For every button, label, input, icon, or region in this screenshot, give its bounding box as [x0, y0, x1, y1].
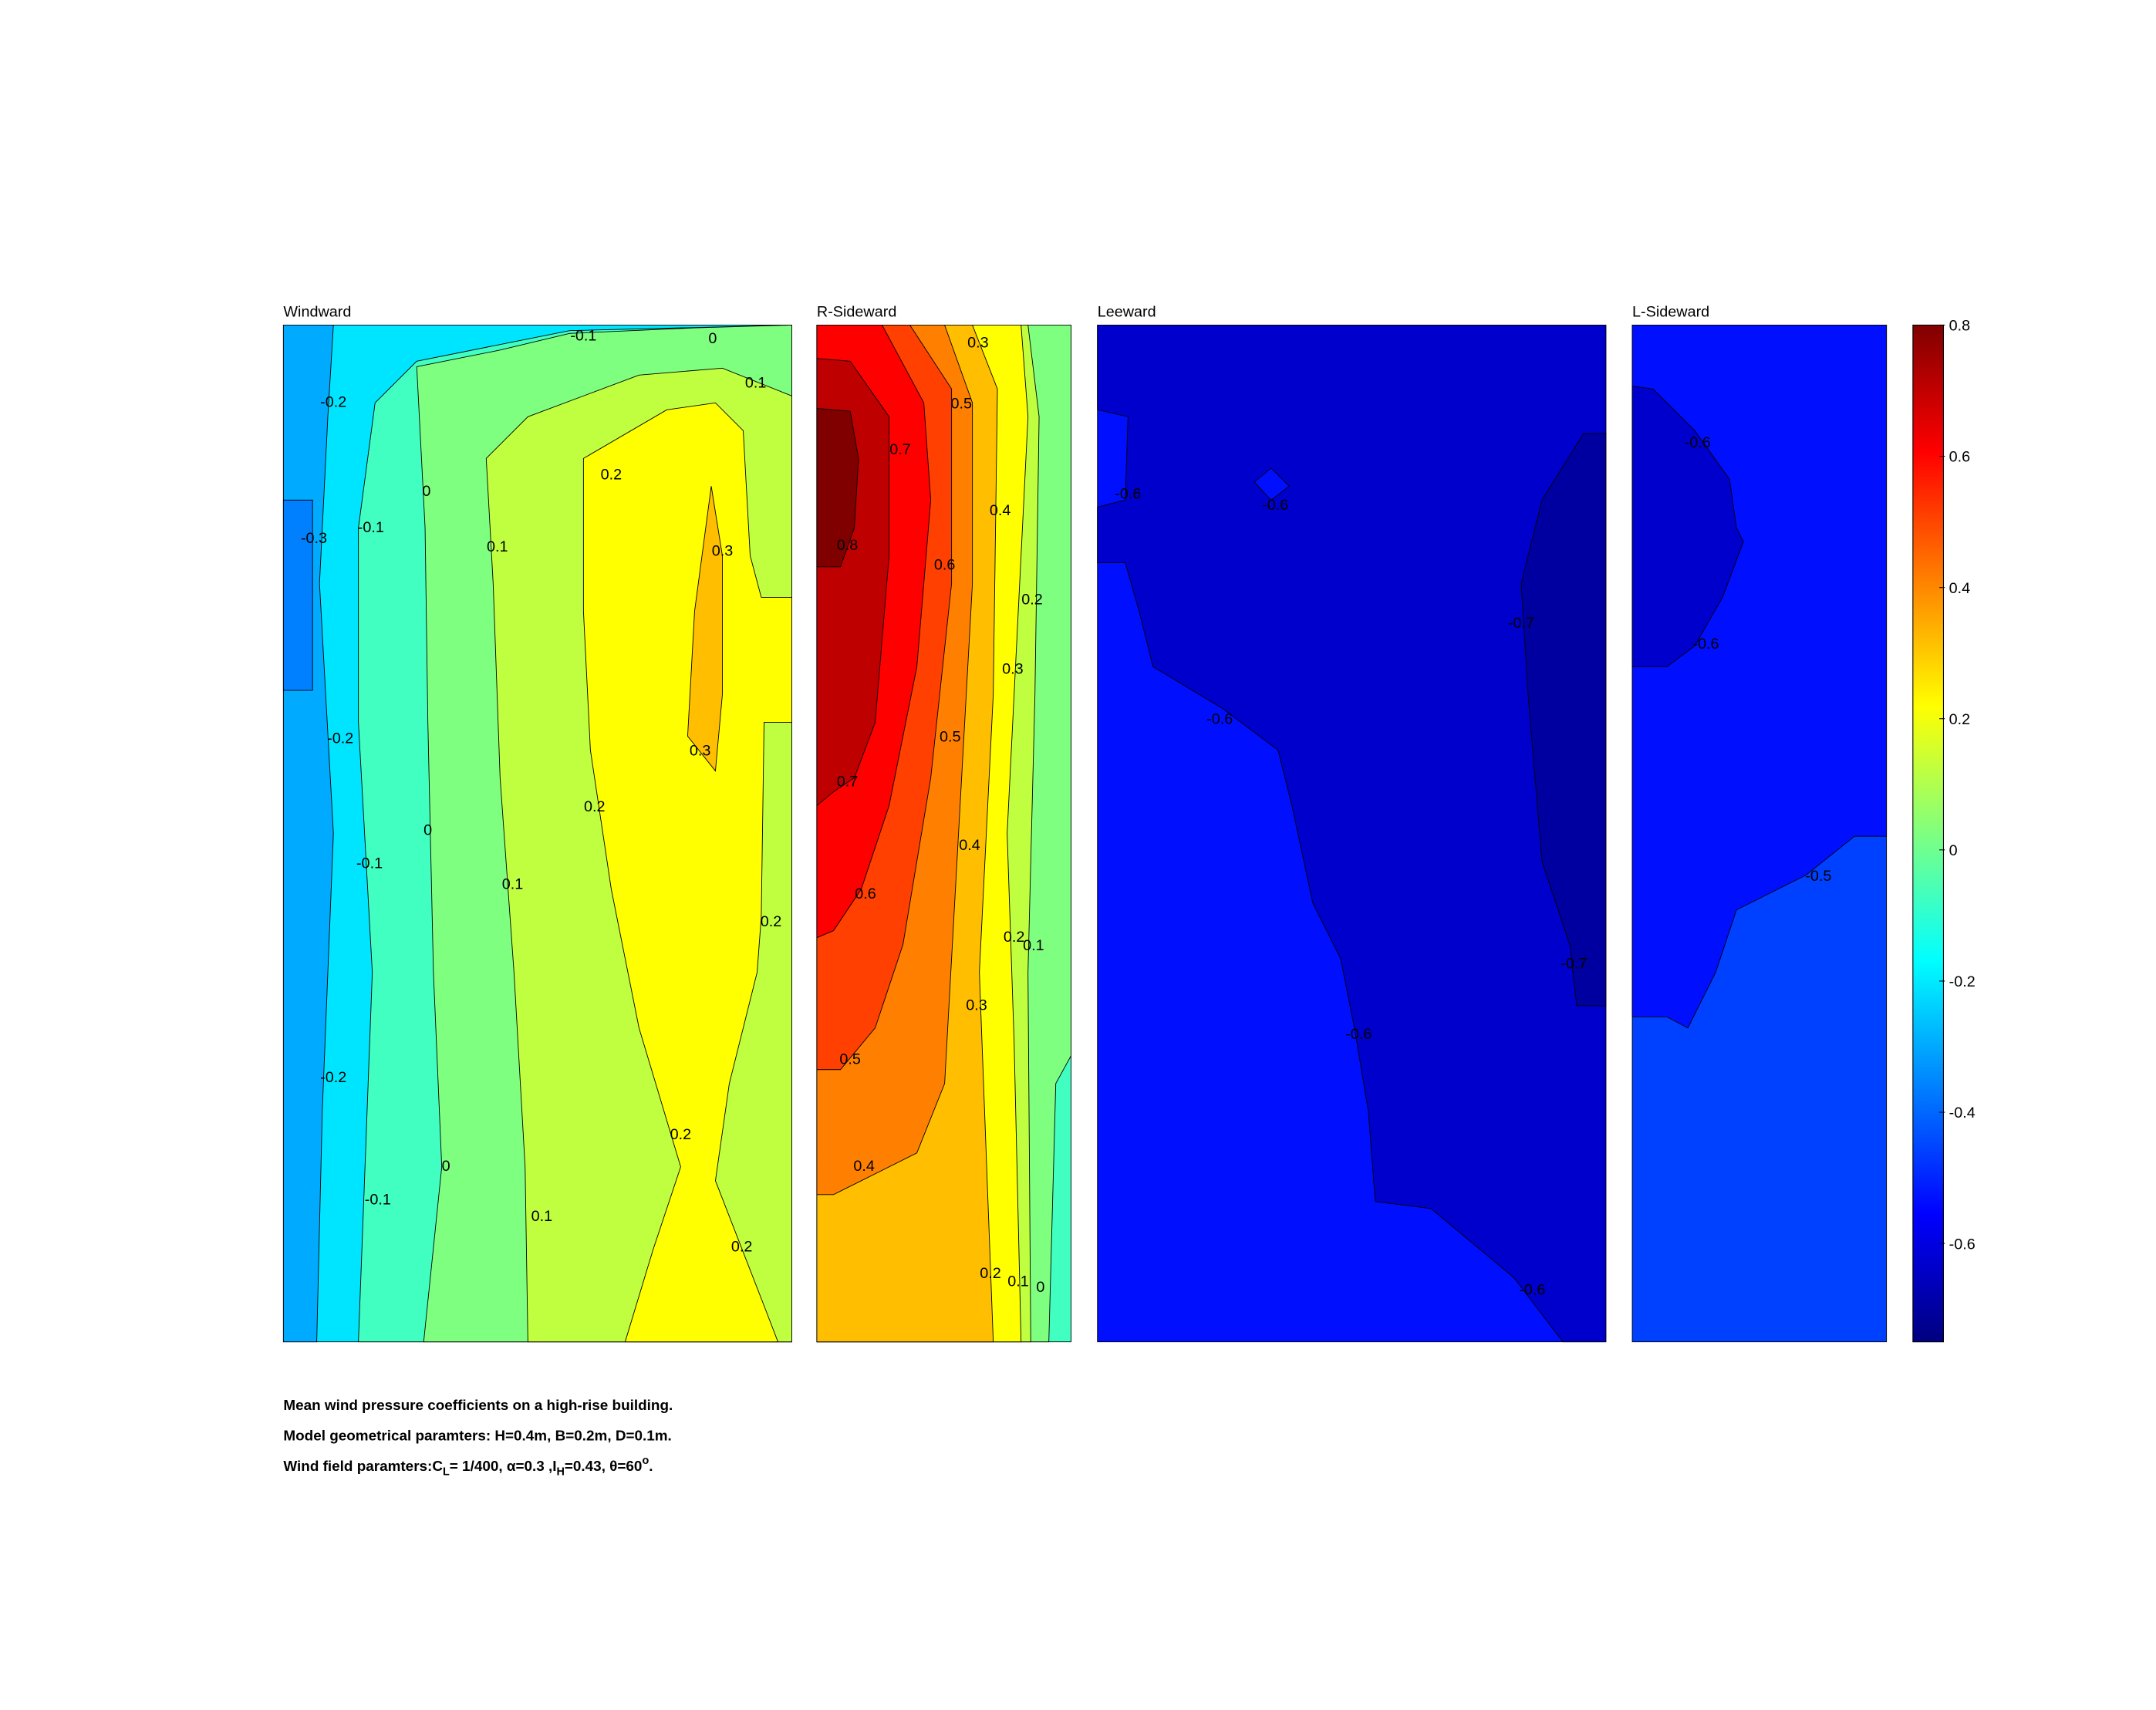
contour-label: 0.2: [1021, 591, 1043, 608]
contour-label: -0.1: [358, 519, 384, 536]
contour-label: 0.1: [487, 538, 508, 555]
caption-line: Model geometrical paramters: H=0.4m, B=0…: [283, 1428, 671, 1445]
contour-label: -0.6: [1345, 1026, 1372, 1043]
colorbar-tick-label: 0.4: [1949, 580, 1971, 597]
contour-label: 0.1: [745, 374, 767, 391]
colorbar: [1912, 324, 1945, 1343]
panels: Windward -0.1 0 0.1 -0.2 0 0.2 -0.3 -0.1 0.1 0.3 -0…: [282, 304, 1975, 1343]
contour-label: 0.3: [1002, 660, 1024, 677]
contour-region: [582, 402, 792, 1343]
caption-line: Wind field paramters:CL= 1/400, α=0.3 ,I…: [283, 1455, 653, 1478]
colorbar-tick-label: 0.8: [1949, 318, 1971, 335]
panel-title: Leeward: [1098, 304, 1156, 321]
caption-line: Mean wind pressure coefficients on a hig…: [283, 1398, 673, 1414]
colorbar-tick-label: 0: [1949, 842, 1958, 859]
contour-label: 0.2: [670, 1126, 692, 1143]
panel-title: Windward: [283, 304, 351, 321]
contour-region: [282, 499, 313, 691]
contour-label: 0: [422, 483, 430, 500]
contour-label: 0.3: [712, 542, 734, 559]
contour-label: -0.7: [1560, 955, 1587, 972]
contour-label: 0.1: [502, 876, 524, 893]
caption-part: = 1/400, α=0.3 ,I: [450, 1459, 557, 1475]
contour-label: -0.1: [356, 855, 383, 872]
colorbar-tick-label: 0.6: [1949, 449, 1971, 466]
contour-label: 0.7: [837, 773, 859, 790]
contour-label: 0.2: [584, 798, 606, 815]
contour-label: 0.5: [950, 396, 972, 413]
contour-label: 0.2: [731, 1239, 753, 1256]
contour-label: 0.1: [1023, 937, 1044, 954]
contour-label: 0.7: [889, 441, 911, 458]
contour-label: 0.4: [959, 837, 980, 854]
contour-label: -0.6: [1115, 486, 1141, 503]
contour-label: -0.2: [327, 730, 353, 747]
contour-label: -0.6: [1262, 497, 1288, 514]
contour-label: 0: [708, 330, 717, 347]
contour-region: [816, 408, 859, 568]
contour-region: [1631, 386, 1744, 667]
contour-label: -0.5: [1805, 868, 1831, 885]
contour-region: [1097, 325, 1607, 1343]
contour-label: 0.3: [967, 334, 989, 351]
contour-label: -0.6: [1519, 1281, 1545, 1298]
contour-label: 0.1: [1007, 1273, 1029, 1290]
colorbar-tick-label: -0.2: [1949, 973, 1975, 990]
contour-region: [1253, 467, 1290, 501]
contour-label: 0.6: [855, 885, 876, 902]
contour-label: -0.7: [1508, 615, 1534, 632]
contour-label: 0: [442, 1158, 450, 1175]
colorbar-tick-label: -0.4: [1949, 1105, 1975, 1121]
contour-label: 0.2: [761, 913, 782, 930]
contour-label: 0.3: [690, 743, 711, 760]
contour-label: 0.6: [934, 556, 956, 573]
panel-title: L-Sideward: [1632, 304, 1709, 321]
colorbar-tick-label: -0.6: [1949, 1236, 1975, 1253]
contour-label: 0.2: [1004, 929, 1025, 946]
caption-part: Wind field paramters:C: [283, 1459, 443, 1475]
contour-label: -0.6: [1685, 434, 1711, 451]
contour-region: [1520, 433, 1607, 1007]
caption-sub: H: [556, 1466, 564, 1479]
caption-part: =0.43, θ=60: [565, 1459, 643, 1475]
contour-label: -0.6: [1206, 710, 1233, 727]
contour-label: 0.4: [853, 1158, 875, 1175]
colorbar-tick-label: 0.2: [1949, 711, 1971, 728]
contour-label: 0.3: [966, 997, 987, 1014]
contour-label: 0: [1036, 1279, 1044, 1296]
caption-sub: L: [443, 1466, 450, 1479]
contour-label: 0.2: [601, 466, 623, 483]
contour-label: 0.5: [839, 1051, 861, 1068]
contour-label: -0.3: [301, 530, 327, 547]
caption-sup: o: [642, 1455, 649, 1467]
contour-label: 0.4: [990, 502, 1011, 519]
contour-region: [687, 486, 723, 772]
contour-label: -0.6: [1692, 636, 1719, 653]
contour-label: 0.2: [980, 1265, 1001, 1282]
contour-label: 0.8: [837, 537, 859, 554]
contour-label: -0.2: [320, 1069, 346, 1086]
contour-label: 0.1: [531, 1208, 553, 1225]
caption-part: .: [649, 1459, 653, 1475]
panel-title: R-Sideward: [817, 304, 896, 321]
contour-label: -0.1: [365, 1191, 391, 1208]
contour-label: -0.1: [570, 327, 596, 344]
contour-label: 0.5: [940, 729, 961, 746]
contour-label: 0: [423, 821, 432, 838]
contour-label: -0.2: [320, 394, 346, 411]
